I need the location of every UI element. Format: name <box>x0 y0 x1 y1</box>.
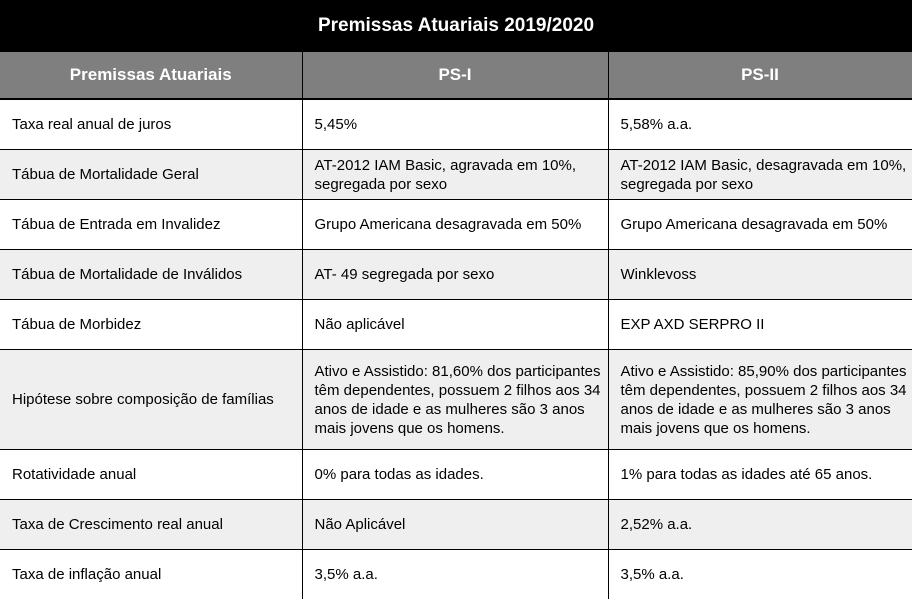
table-row: Hipótese sobre composição de famílias At… <box>0 349 912 450</box>
table-row: Tábua de Mortalidade de Inválidos AT- 49… <box>0 249 912 300</box>
ps1-value: Não Aplicável <box>301 499 609 550</box>
ps1-value: AT-2012 IAM Basic, agravada em 10%, segr… <box>301 149 609 200</box>
ps1-value: 5,45% <box>301 98 609 150</box>
header-ps2: PS-II <box>607 52 912 100</box>
ps2-value: 1% para todas as idades até 65 anos. <box>607 449 912 500</box>
table-row: Tábua de Morbidez Não aplicável EXP AXD … <box>0 299 912 350</box>
ps1-value: 0% para todas as idades. <box>301 449 609 500</box>
ps2-value: AT-2012 IAM Basic, desagravada em 10%, s… <box>607 149 912 200</box>
ps1-value: AT- 49 segregada por sexo <box>301 249 609 300</box>
header-row: Premissas Atuariais PS-I PS-II <box>0 52 912 100</box>
table-row: Rotatividade anual 0% para todas as idad… <box>0 449 912 500</box>
row-label: Rotatividade anual <box>0 449 303 500</box>
row-label: Tábua de Entrada em Invalidez <box>0 199 303 250</box>
row-label: Taxa de Crescimento real anual <box>0 499 303 550</box>
table-row: Taxa real anual de juros 5,45% 5,58% a.a… <box>0 98 912 150</box>
ps2-value: Winklevoss <box>607 249 912 300</box>
ps2-value: 2,52% a.a. <box>607 499 912 550</box>
row-label: Hipótese sobre composição de famílias <box>0 349 303 450</box>
header-premissas: Premissas Atuariais <box>0 52 303 100</box>
ps1-value: Grupo Americana desagravada em 50% <box>301 199 609 250</box>
row-label: Taxa de inflação anual <box>0 549 303 599</box>
ps1-value: Não aplicável <box>301 299 609 350</box>
ps2-value: Ativo e Assistido: 85,90% dos participan… <box>607 349 912 450</box>
header-ps1: PS-I <box>301 52 609 100</box>
table-row: Taxa de Crescimento real anual Não Aplic… <box>0 499 912 550</box>
ps2-value: 3,5% a.a. <box>607 549 912 599</box>
row-label: Taxa real anual de juros <box>0 98 303 150</box>
table-row: Tábua de Entrada em Invalidez Grupo Amer… <box>0 199 912 250</box>
row-label: Tábua de Mortalidade Geral <box>0 149 303 200</box>
ps2-value: 5,58% a.a. <box>607 98 912 150</box>
row-label: Tábua de Morbidez <box>0 299 303 350</box>
actuarial-assumptions-table: Premissas Atuariais PS-I PS-II Taxa real… <box>0 52 912 599</box>
table-title: Premissas Atuariais 2019/2020 <box>0 0 912 52</box>
ps1-value: 3,5% a.a. <box>301 549 609 599</box>
table-row: Taxa de inflação anual 3,5% a.a. 3,5% a.… <box>0 549 912 599</box>
ps1-value: Ativo e Assistido: 81,60% dos participan… <box>301 349 609 450</box>
ps2-value: EXP AXD SERPRO II <box>607 299 912 350</box>
ps2-value: Grupo Americana desagravada em 50% <box>607 199 912 250</box>
row-label: Tábua de Mortalidade de Inválidos <box>0 249 303 300</box>
table-row: Tábua de Mortalidade Geral AT-2012 IAM B… <box>0 149 912 200</box>
